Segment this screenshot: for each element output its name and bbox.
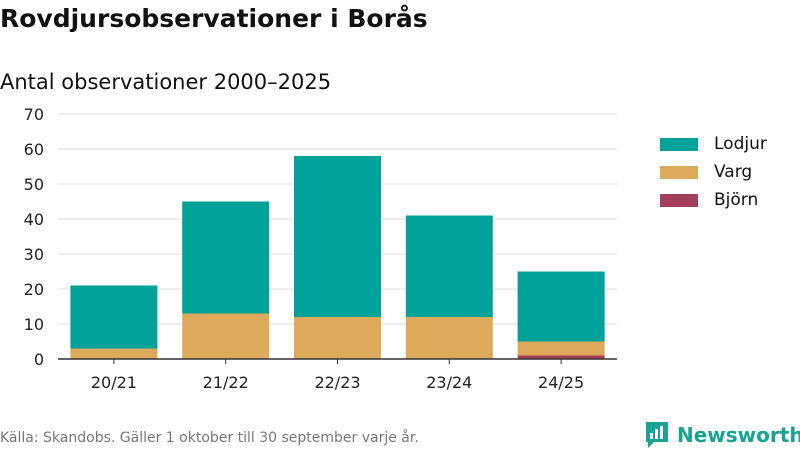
legend-swatch-bjorn — [660, 193, 698, 207]
bar-varg-23-24 — [405, 317, 493, 359]
legend-swatch-varg — [660, 165, 698, 179]
legend: Lodjur Varg Björn — [660, 130, 767, 214]
bar-lodjur-20-21 — [70, 285, 158, 349]
legend-item-varg: Varg — [660, 158, 767, 186]
newsworthy-logo-icon — [646, 422, 668, 448]
y-tick-label: 50 — [24, 175, 44, 194]
y-tick-label: 10 — [24, 315, 44, 334]
y-tick-label: 20 — [24, 280, 44, 299]
chart-title: Rovdjursobservationer i Borås — [0, 4, 428, 33]
legend-swatch-lodjur — [660, 137, 698, 151]
y-tick-label: 30 — [24, 245, 44, 264]
legend-label-bjorn: Björn — [714, 190, 759, 210]
newsworthy-logo[interactable]: Newsworthy — [644, 420, 800, 450]
bar-varg-24-25 — [517, 341, 605, 356]
bar-varg-20-21 — [70, 348, 158, 359]
bar-bjorn-24-25 — [517, 355, 605, 359]
newsworthy-logo-text: Newsworthy — [677, 423, 800, 447]
source-note: Källa: Skandobs. Gäller 1 oktober till 3… — [0, 430, 419, 446]
bar-lodjur-24-25 — [517, 271, 605, 342]
legend-item-bjorn: Björn — [660, 186, 767, 214]
legend-label-lodjur: Lodjur — [714, 134, 767, 154]
legend-item-lodjur: Lodjur — [660, 130, 767, 158]
x-tick-label: 22/23 — [314, 373, 360, 392]
stacked-bar-chart: 0 10 20 30 40 50 60 70 20/21 21/22 22/23 23/24 24/25 — [24, 105, 617, 392]
x-tick-label: 21/22 — [203, 373, 249, 392]
y-tick-label: 0 — [34, 350, 44, 369]
x-tick-label: 24/25 — [538, 373, 584, 392]
y-tick-label: 40 — [24, 210, 44, 229]
legend-label-varg: Varg — [714, 162, 753, 182]
bar-varg-22-23 — [294, 317, 381, 359]
bar-lodjur-22-23 — [294, 156, 381, 317]
y-tick-label: 60 — [24, 140, 44, 159]
y-tick-label: 70 — [24, 105, 44, 124]
bar-lodjur-23-24 — [405, 215, 493, 317]
x-tick-label: 20/21 — [91, 373, 137, 392]
x-tick-label: 23/24 — [426, 373, 472, 392]
bar-lodjur-21-22 — [182, 201, 270, 314]
chart-subtitle: Antal observationer 2000–2025 — [0, 70, 332, 94]
bar-varg-21-22 — [182, 313, 270, 359]
